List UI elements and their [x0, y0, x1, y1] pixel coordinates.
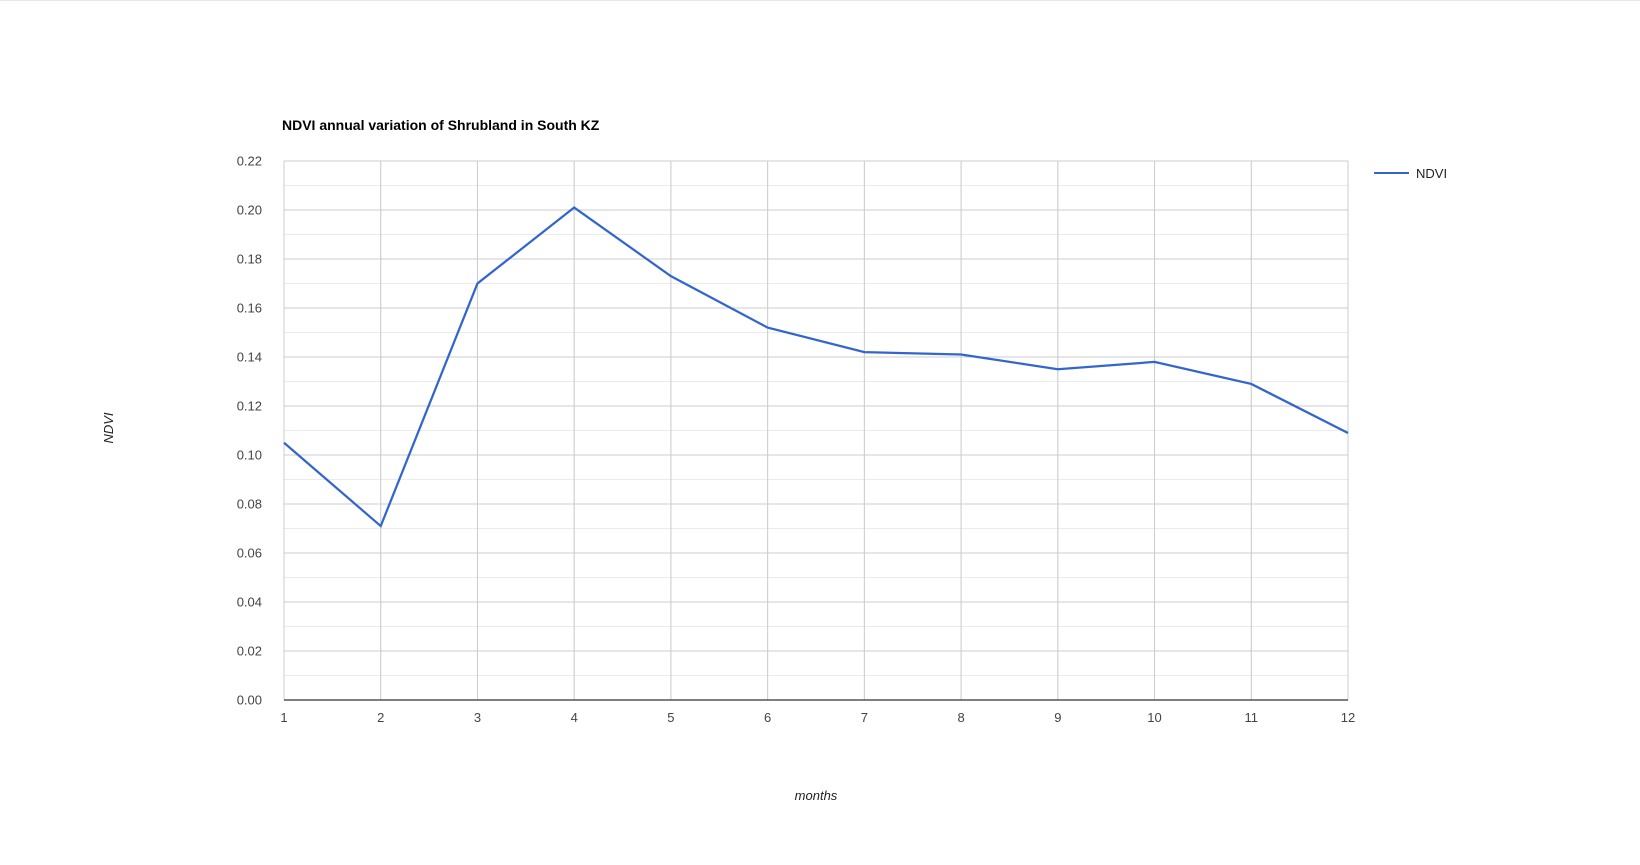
y-tick-label: 0.20 — [237, 203, 262, 218]
x-tick-label: 11 — [1245, 710, 1259, 725]
y-tick-label: 0.02 — [237, 644, 262, 659]
x-tick-label: 6 — [764, 710, 771, 725]
x-tick-label: 8 — [957, 710, 964, 725]
x-tick-label: 1 — [280, 710, 287, 725]
x-tick-label: 9 — [1054, 710, 1061, 725]
series-lines — [283, 206, 1349, 528]
ndvi-series-line[interactable] — [283, 206, 1349, 528]
x-tick-label: 12 — [1341, 710, 1355, 725]
x-tick-label: 5 — [667, 710, 674, 725]
y-tick-label: 0.04 — [237, 595, 262, 610]
y-tick-label: 0.12 — [237, 399, 262, 414]
chart-title: NDVI annual variation of Shrubland in So… — [282, 117, 600, 133]
x-tick-label: 3 — [474, 710, 481, 725]
x-axis-title: months — [795, 788, 838, 803]
x-tick-label: 2 — [377, 710, 384, 725]
minor-gridlines — [284, 161, 1349, 700]
legend-label[interactable]: NDVI — [1416, 166, 1447, 181]
y-tick-label: 0.10 — [237, 448, 262, 463]
y-tick-label: 0.18 — [237, 252, 262, 267]
x-tick-label: 7 — [861, 710, 868, 725]
legend: NDVI — [1374, 166, 1447, 181]
y-axis-title: NDVI — [101, 412, 116, 443]
y-axis-tick-labels: 0.00 0.02 0.04 0.06 0.08 0.10 0.12 0.14 0.16 0.18… — [237, 154, 262, 708]
y-tick-label: 0.16 — [237, 301, 262, 316]
x-tick-label: 4 — [571, 710, 578, 725]
y-tick-label: 0.06 — [237, 546, 262, 561]
x-tick-label: 10 — [1147, 710, 1161, 725]
major-gridlines — [283, 160, 1349, 700]
y-tick-label: 0.22 — [237, 154, 262, 169]
x-axis-tick-labels: 1 2 3 4 5 6 7 8 9 10 11 12 — [280, 710, 1355, 725]
y-tick-label: 0.08 — [237, 497, 262, 512]
y-tick-label: 0.14 — [237, 350, 262, 365]
y-tick-label: 0.00 — [237, 693, 262, 708]
